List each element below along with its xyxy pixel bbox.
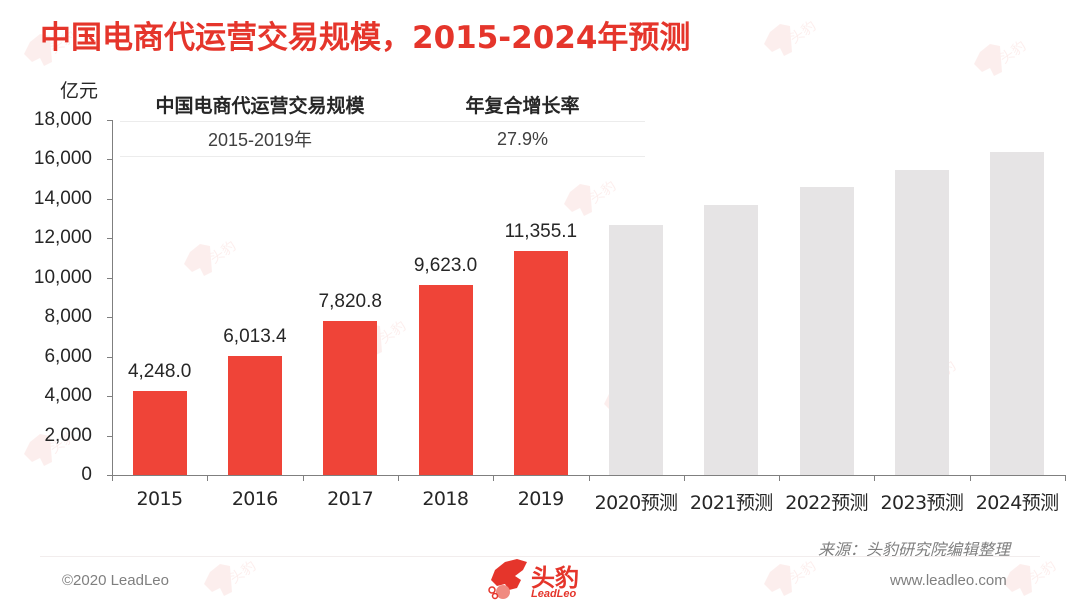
forecast-bar <box>799 187 854 475</box>
y-tick-label: 18,000 <box>33 109 92 130</box>
y-tick <box>107 238 113 240</box>
actual-bar <box>227 356 282 475</box>
logo-text-en: LeadLeo <box>531 588 577 600</box>
y-tick <box>107 435 113 437</box>
actual-bar <box>323 320 378 475</box>
x-tick-label: 2020预测 <box>594 492 678 514</box>
watermark-logo-icon: 头豹 <box>180 237 240 290</box>
cagr-table-header: 中国电商代运营交易规模 年复合增长率 <box>120 88 645 121</box>
x-tick <box>683 475 685 481</box>
y-tick <box>107 317 113 319</box>
svg-text:头豹: 头豹 <box>227 560 259 586</box>
svg-text:头豹: 头豹 <box>377 320 409 346</box>
y-tick <box>107 356 113 358</box>
watermark-logo-icon: 头豹 <box>560 177 620 230</box>
forecast-bar <box>609 224 664 475</box>
watermark-logo-icon: 头豹 <box>1000 557 1060 610</box>
bar-value-label: 4,248.0 <box>127 361 192 383</box>
actual-bar <box>418 285 473 475</box>
x-tick-label: 2017 <box>327 488 374 510</box>
cell-period: 2015-2019年 <box>207 130 313 150</box>
header-cagr: 年复合增长率 <box>465 95 580 117</box>
x-tick-label: 2023预测 <box>880 492 964 514</box>
y-tick <box>107 198 113 200</box>
svg-text:头豹: 头豹 <box>207 240 239 266</box>
watermark-logo-icon: 头豹 <box>970 37 1030 90</box>
y-tick-label: 16,000 <box>33 148 92 170</box>
footer-divider <box>40 556 1040 557</box>
y-tick-label: 6,000 <box>44 345 92 367</box>
y-axis <box>112 120 113 476</box>
x-tick <box>1065 475 1066 481</box>
cagr-table-row: 2015-2019年 27.9% <box>120 121 645 157</box>
forecast-bar <box>990 151 1045 475</box>
y-tick-label: 14,000 <box>33 187 92 209</box>
y-axis-unit: 亿元 <box>60 80 99 102</box>
website-link[interactable]: www.leadleo.com <box>890 572 1007 589</box>
watermark-logo-icon: 头豹 <box>760 557 820 610</box>
svg-text:头豹: 头豹 <box>1027 560 1059 586</box>
x-tick-label: 2019 <box>517 488 565 510</box>
forecast-bar <box>704 204 759 475</box>
x-tick <box>112 475 113 481</box>
x-tick <box>493 475 495 481</box>
actual-bar <box>132 391 187 475</box>
y-tick-label: 12,000 <box>33 227 92 249</box>
watermark-logo-icon: 头豹 <box>200 557 260 610</box>
x-tick-label: 2016 <box>231 488 279 510</box>
svg-text:头豹: 头豹 <box>787 560 819 586</box>
y-tick-label: 0 <box>81 464 92 485</box>
leadleo-logo: 头豹 LeadLeo <box>487 556 597 604</box>
y-tick-label: 2,000 <box>44 424 92 446</box>
header-market-size: 中国电商代运营交易规模 <box>155 95 365 117</box>
chart-title: 中国电商代运营交易规模，2015-2024年预测 <box>40 20 691 56</box>
svg-text:头豹: 头豹 <box>997 40 1029 66</box>
watermark-logo-icon: 头豹 <box>760 17 820 70</box>
cell-cagr-value: 27.9% <box>496 128 549 149</box>
x-tick <box>874 475 876 481</box>
y-tick-label: 4,000 <box>44 385 92 407</box>
y-tick <box>107 277 113 279</box>
bar-value-label: 11,355.1 <box>504 221 578 243</box>
forecast-bar <box>895 170 950 475</box>
x-tick <box>397 475 399 481</box>
x-tick-label: 2021预测 <box>689 492 773 514</box>
svg-text:头豹: 头豹 <box>787 20 819 46</box>
copyright: ©2020 LeadLeo <box>62 572 169 589</box>
x-tick <box>969 475 971 481</box>
bar-value-label: 7,820.8 <box>318 290 382 312</box>
source-note: 来源：头豹研究院编辑整理 <box>818 540 1011 559</box>
y-tick <box>107 159 113 161</box>
x-tick <box>302 475 304 481</box>
y-tick-label: 10,000 <box>33 266 92 288</box>
bar-value-label: 9,623.0 <box>413 255 478 277</box>
x-tick-label: 2022预测 <box>785 492 868 514</box>
leopard-head-icon <box>488 559 527 600</box>
y-tick-label: 8,000 <box>44 306 92 328</box>
watermark-logo-icon: 头豹 <box>20 427 80 480</box>
y-tick <box>107 396 113 398</box>
svg-text:头豹: 头豹 <box>587 180 619 206</box>
y-tick <box>107 120 113 121</box>
logo-text-cn: 头豹 <box>531 564 579 592</box>
actual-bar <box>513 251 568 475</box>
x-tick <box>207 475 209 481</box>
bar-value-label: 6,013.4 <box>223 326 287 348</box>
x-tick <box>588 475 590 481</box>
x-tick-label: 2015 <box>136 488 184 510</box>
watermark-logo-icon: 头豹 <box>20 27 80 80</box>
x-tick <box>779 475 781 481</box>
y-tick <box>107 475 113 476</box>
x-tick-label: 2018 <box>422 488 469 510</box>
cagr-table: 中国电商代运营交易规模 年复合增长率 2015-2019年 27.9% <box>120 88 645 157</box>
x-tick-label: 2024预测 <box>975 492 1059 514</box>
